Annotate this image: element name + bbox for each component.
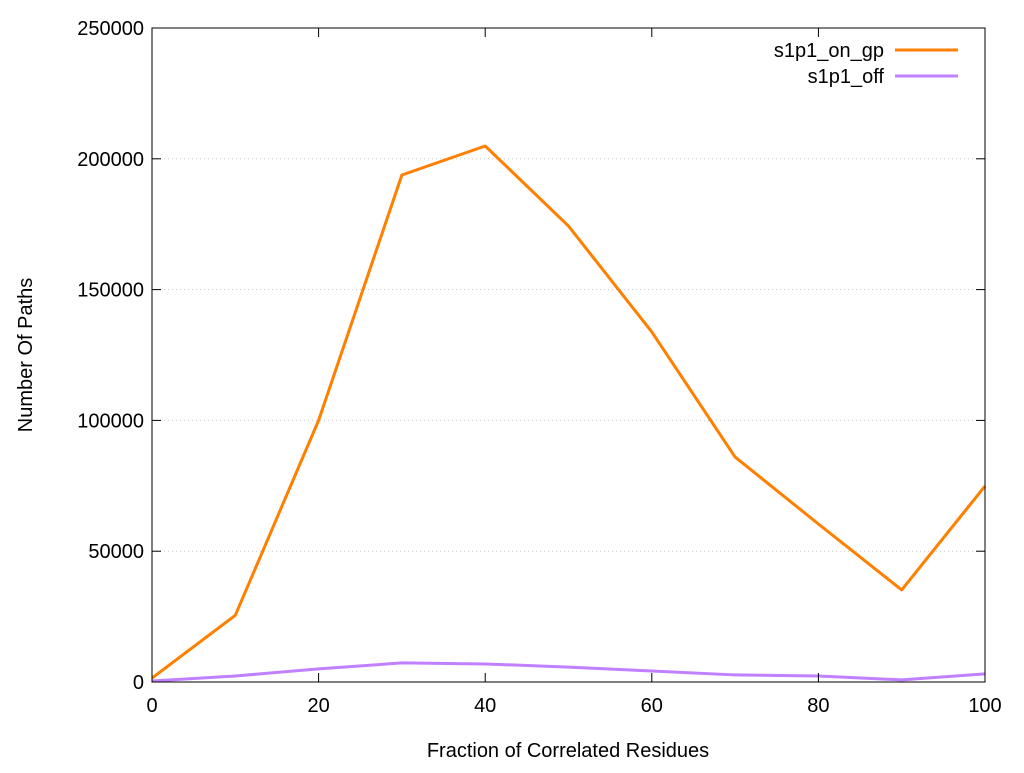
y-axis-label: Number Of Paths (15, 278, 37, 433)
x-tick-label: 0 (146, 695, 157, 717)
plot-frame (151, 27, 986, 683)
x-tick-label: 100 (968, 695, 1001, 717)
legend: s1p1_on_gp s1p1_off (774, 40, 958, 88)
y-tick-label: 250000 (77, 18, 144, 40)
y-tick-label: 200000 (77, 149, 144, 171)
x-axis-label: Fraction of Correlated Residues (427, 740, 709, 762)
x-tick-label: 80 (807, 695, 829, 717)
legend-label: s1p1_off (808, 66, 885, 88)
legend-label: s1p1_on_gp (774, 40, 884, 62)
series-line-s1p1_off (151, 661, 986, 683)
series-line-s1p1_on_gp (151, 144, 987, 680)
x-tick-label: 40 (474, 695, 496, 717)
series-lines (151, 144, 987, 683)
axis-ticks: 0 50000 100000 150000 200000 250000 0 20 40 60 80 1… (77, 18, 1001, 717)
x-tick-label: 60 (641, 695, 663, 717)
grid-lines (152, 158, 985, 552)
y-tick-label: 50000 (88, 541, 144, 563)
x-tick-label: 20 (307, 695, 329, 717)
y-tick-label: 100000 (77, 410, 144, 432)
y-tick-label: 150000 (77, 280, 144, 302)
y-tick-label: 0 (133, 672, 144, 694)
